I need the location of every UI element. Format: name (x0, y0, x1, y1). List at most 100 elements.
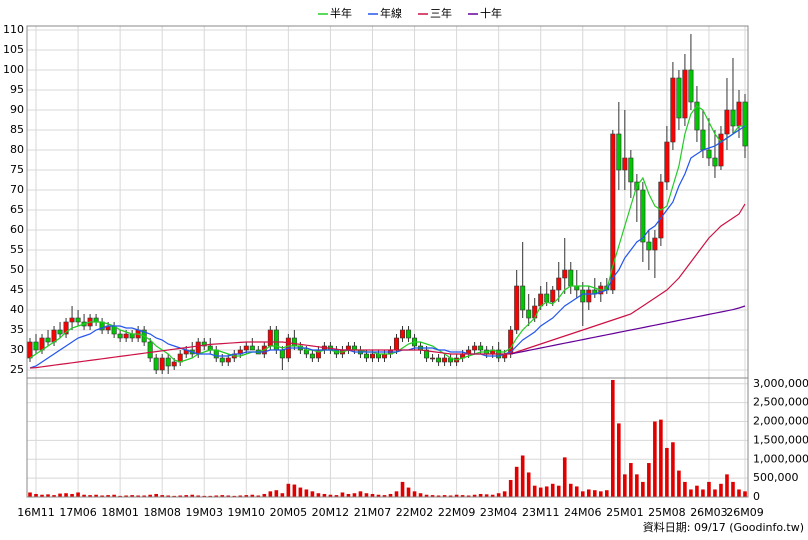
candle-body (51, 329, 57, 343)
volume-bar (304, 489, 309, 497)
volume-bar (256, 495, 261, 497)
y2-tick-label: 500,000 (753, 471, 799, 484)
candle-body (670, 77, 676, 143)
ma-line (29, 125, 746, 369)
volume-bar (731, 481, 735, 497)
volume-bar (647, 463, 651, 497)
volume-bar (262, 493, 267, 497)
y-tick-label: 100 (3, 63, 24, 76)
y-tick-label: 75 (10, 163, 24, 176)
volume-bar (605, 490, 609, 497)
y-tick-label: 60 (10, 223, 24, 236)
volume-bar (232, 495, 237, 497)
plot-frame (26, 25, 749, 498)
volume-bar (484, 494, 489, 497)
candle-body (123, 333, 129, 339)
y-tick-label: 50 (10, 263, 24, 276)
candle-body (520, 285, 526, 311)
x-tick-label: 25M08 (648, 506, 686, 519)
x-tick-label: 20M05 (270, 506, 308, 519)
y-tick-label: 105 (3, 43, 24, 56)
x-tick-label: 18M08 (143, 506, 181, 519)
candle-body (75, 317, 81, 323)
x-tick-label: 24M06 (564, 506, 602, 519)
candle-body (279, 349, 285, 359)
volume-bar (472, 494, 477, 497)
candle-body (63, 321, 69, 335)
volume-bar (677, 470, 681, 497)
volume-bar (665, 447, 669, 497)
volume-bar (388, 493, 393, 497)
volume-bar (406, 487, 411, 497)
candle-body (267, 329, 273, 347)
volume-bar (623, 474, 627, 497)
volume-bar (502, 491, 507, 497)
candle-body (171, 361, 177, 367)
volume-bar (334, 495, 339, 497)
candle-body (57, 329, 63, 335)
legend-label: 三年 (430, 6, 452, 20)
candle-body (628, 157, 634, 183)
candle-body (117, 333, 123, 339)
x-tick-label: 19M10 (228, 506, 266, 519)
volume-bar (550, 483, 555, 497)
candle-body (430, 357, 436, 360)
legend-label: 年線 (380, 6, 402, 20)
volume-bar (298, 487, 303, 497)
volume-bar (310, 491, 315, 497)
volume-bar (418, 493, 423, 497)
x-tick-label: 26M03 (690, 506, 728, 519)
volume-bar (683, 481, 687, 497)
volume-bar (448, 495, 453, 497)
y-tick-label: 70 (10, 183, 24, 196)
volume-bar (88, 495, 92, 497)
volume-bar (617, 423, 621, 497)
candle-body (712, 157, 718, 167)
volume-bar (629, 463, 633, 497)
volume-bar (671, 442, 675, 497)
x-tick-label: 21M07 (354, 506, 392, 519)
volume-bar (352, 493, 357, 497)
candle-body (586, 289, 592, 303)
volume-bar (586, 489, 591, 497)
volume-bar (743, 491, 747, 497)
candle-body (562, 269, 568, 279)
x-tick-label: 25M01 (606, 506, 644, 519)
candle-body (153, 357, 159, 371)
volume-bar (280, 493, 285, 497)
volume-bar (556, 485, 561, 497)
y2-tick-label: 3,000,000 (753, 377, 808, 390)
candle-body (664, 141, 670, 183)
volume-bar (568, 483, 573, 497)
volume-bar (370, 493, 375, 497)
y-tick-label: 95 (10, 83, 24, 96)
footer: 資料日期: 09/17 (Goodinfo.tw) (643, 520, 804, 534)
candle-body (291, 337, 297, 347)
candle-body (406, 329, 412, 339)
volume-bar (202, 495, 207, 497)
volume-bar (214, 495, 219, 497)
candle-body (526, 309, 532, 319)
volume-bar (208, 495, 213, 497)
volume-bar (286, 483, 291, 497)
candle-body (27, 341, 33, 359)
candle-body (195, 341, 201, 355)
ma-line (510, 305, 746, 355)
volume-bar (520, 455, 525, 497)
x-tick-label: 16M11 (17, 506, 55, 519)
volume-bar (322, 493, 327, 497)
volume-bar (118, 495, 122, 497)
candle-body (478, 345, 484, 351)
volume-bar (154, 493, 158, 497)
volume-bar (250, 494, 255, 497)
x-tick-label: 23M11 (522, 506, 560, 519)
volume-bar (226, 495, 231, 497)
x-tick-label: 20M12 (312, 506, 350, 519)
volume-bar (478, 493, 483, 497)
candle-body (159, 357, 165, 371)
candle-body (243, 345, 249, 351)
candle-body (622, 157, 628, 171)
volume-bar (496, 493, 501, 497)
volume-bar (364, 493, 369, 497)
